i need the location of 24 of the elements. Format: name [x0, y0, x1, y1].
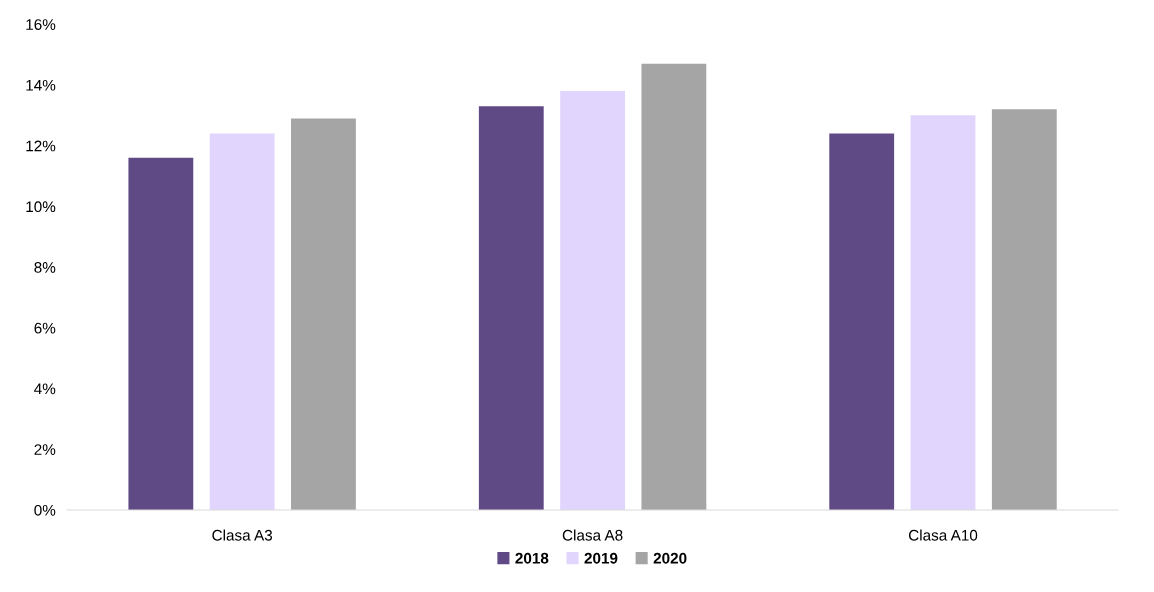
bar: [209, 133, 275, 511]
y-tick-label: 8%: [34, 262, 56, 273]
x-tick-label: Clasa A3: [212, 529, 273, 541]
y-tick-label: 4%: [34, 383, 56, 395]
y-tick-label: 16%: [26, 19, 56, 30]
bar: [910, 115, 976, 511]
legend-label: 2018: [515, 552, 549, 564]
bar: [641, 63, 707, 511]
bar: [128, 157, 194, 511]
x-tick-label: Clasa A8: [562, 529, 623, 541]
legend-label: 2020: [653, 552, 687, 564]
y-tick-label: 12%: [26, 140, 56, 152]
bar: [478, 106, 544, 511]
legend-label: 2019: [584, 552, 618, 564]
y-tick-label: 14%: [26, 79, 56, 91]
bar: [829, 133, 895, 511]
y-tick-label: 0%: [34, 504, 56, 516]
bar: [560, 91, 625, 511]
bar: [291, 118, 356, 511]
x-tick-label: Clasa A10: [908, 529, 978, 541]
bar: [991, 109, 1057, 511]
y-tick-label: 6%: [34, 322, 56, 334]
y-tick-label: 10%: [26, 201, 56, 213]
y-tick-label: 2%: [34, 444, 56, 455]
